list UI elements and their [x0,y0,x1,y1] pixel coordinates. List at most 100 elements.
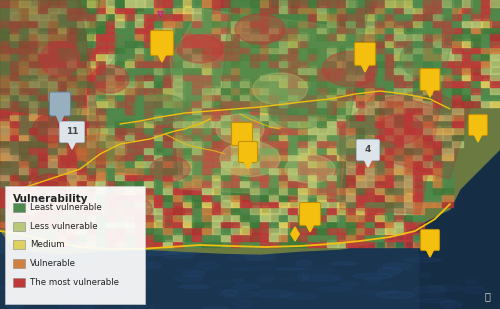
Bar [106,193,117,201]
Bar [250,139,260,147]
Bar [442,32,453,40]
Bar [116,213,126,221]
Bar [173,26,184,33]
Bar [375,173,386,180]
Bar [471,26,482,33]
Bar [394,26,405,33]
Ellipse shape [14,258,26,260]
Bar [356,93,366,100]
Bar [0,166,10,174]
Bar [346,200,357,207]
Bar [346,39,357,47]
Bar [346,166,357,174]
Bar [48,73,58,80]
Bar [240,32,251,40]
Bar [202,193,212,201]
Bar [366,240,376,247]
Bar [134,19,145,27]
Bar [86,139,97,147]
Bar [308,66,318,74]
Bar [0,6,10,13]
Bar [404,240,414,247]
Bar [58,146,68,154]
Bar [96,59,107,67]
Bar [423,99,434,107]
Bar [298,93,308,100]
Polygon shape [0,0,100,229]
Bar [240,126,251,134]
Bar [144,166,155,174]
Bar [86,53,97,60]
Bar [13,259,25,268]
Bar [308,213,318,221]
Bar [173,46,184,53]
Bar [134,213,145,221]
Bar [68,66,78,74]
Bar [154,146,164,154]
Bar [77,240,88,247]
Bar [356,193,366,201]
Bar [423,159,434,167]
Bar [481,26,492,33]
Bar [327,6,338,13]
Bar [68,99,78,107]
Bar [96,139,107,147]
Bar [144,220,155,227]
Bar [308,73,318,80]
Bar [414,39,424,47]
Bar [125,12,136,20]
Bar [58,139,68,147]
Bar [336,146,347,154]
Bar [366,173,376,180]
Bar [288,133,299,140]
Bar [38,119,49,127]
Bar [375,226,386,234]
Bar [164,93,174,100]
Bar [125,206,136,214]
Bar [452,93,462,100]
Bar [432,139,444,147]
Bar [327,233,338,241]
Bar [154,206,164,214]
Bar [260,39,270,47]
Bar [375,6,386,13]
Bar [202,126,212,134]
Bar [404,119,414,127]
Bar [288,66,299,74]
Bar [452,133,462,140]
Bar [231,166,241,174]
Bar [250,153,260,160]
Polygon shape [361,64,369,72]
Bar [86,106,97,114]
Bar [404,12,414,20]
Bar [298,200,308,207]
Bar [221,186,232,194]
Bar [10,46,20,53]
Bar [68,0,78,7]
Bar [221,99,232,107]
Bar [414,66,424,74]
Bar [173,106,184,114]
Bar [212,193,222,201]
Bar [96,32,107,40]
Bar [260,79,270,87]
Bar [0,39,10,47]
Bar [288,119,299,127]
Bar [48,6,58,13]
Bar [173,186,184,194]
Bar [77,39,88,47]
Bar [414,119,424,127]
Bar [250,73,260,80]
Bar [240,46,251,53]
Bar [298,173,308,180]
Ellipse shape [378,114,422,144]
Bar [356,46,366,53]
Bar [471,93,482,100]
Bar [404,0,414,7]
Bar [144,200,155,207]
Bar [432,59,444,67]
Bar [173,213,184,221]
Bar [77,86,88,94]
Bar [250,19,260,27]
Bar [231,59,241,67]
